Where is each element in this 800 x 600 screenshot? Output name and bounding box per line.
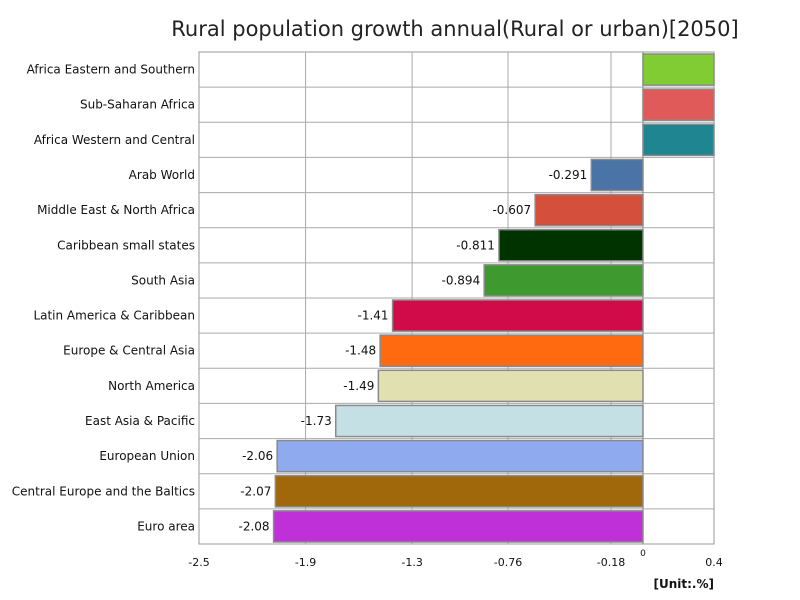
data-label: -1.73 <box>301 414 332 428</box>
x-tick-label: -0.18 <box>597 556 625 569</box>
bar <box>642 88 715 122</box>
data-label: -1.48 <box>345 344 376 358</box>
bar <box>483 264 644 297</box>
data-label: -0.894 <box>442 273 481 287</box>
data-label: -0.607 <box>492 203 531 217</box>
bar <box>276 439 644 473</box>
bar <box>590 158 644 192</box>
x-axis-ticks: -2.5 -1.9 -1.3 -0.76 -0.18 0.4 0 <box>188 549 722 569</box>
bar <box>377 369 644 403</box>
data-label: -2.06 <box>242 449 273 463</box>
bar <box>498 228 644 262</box>
category-label: Latin America & Caribbean <box>33 309 195 323</box>
category-label: Africa Eastern and Southern <box>27 63 195 77</box>
x-tick-label: -0.76 <box>494 556 522 569</box>
x-tick-label: -1.9 <box>295 556 316 569</box>
category-label: Arab World <box>129 168 195 182</box>
bar <box>642 53 715 86</box>
category-label: Middle East & North Africa <box>37 203 195 217</box>
x-tick-label: -2.5 <box>188 556 209 569</box>
category-label: East Asia & Pacific <box>85 414 195 428</box>
data-label: -2.08 <box>239 519 270 533</box>
category-label: Europe & Central Asia <box>63 344 195 358</box>
bar <box>391 299 644 332</box>
data-labels: -0.291 -0.607 -0.811 -0.894 -1.41 -1.48 -1.49 -… <box>239 168 588 533</box>
category-labels: Africa Eastern and Southern Sub-Saharan A… <box>12 63 195 534</box>
x-tick-label: 0.4 <box>705 556 723 569</box>
data-label: -0.291 <box>549 168 588 182</box>
category-label: Sub-Saharan Africa <box>80 98 195 112</box>
data-label: -1.49 <box>343 379 374 393</box>
chart-title: Rural population growth annual(Rural or … <box>171 17 738 41</box>
category-label: Euro area <box>137 519 195 533</box>
bar <box>642 123 715 157</box>
bar <box>379 334 644 368</box>
category-label: Africa Western and Central <box>34 133 195 147</box>
unit-label: [Unit:.%] <box>654 577 715 591</box>
bar <box>334 404 644 438</box>
x-tick-label: -1.3 <box>401 556 422 569</box>
category-label: South Asia <box>131 273 195 287</box>
category-label: Central Europe and the Baltics <box>12 484 195 498</box>
bar <box>274 474 644 508</box>
bar <box>534 193 644 227</box>
data-label: -0.811 <box>456 238 495 252</box>
data-label: -1.41 <box>358 309 389 323</box>
category-label: European Union <box>99 449 195 463</box>
data-label: -2.07 <box>240 484 271 498</box>
zero-tick-label: 0 <box>640 549 646 559</box>
bar <box>272 510 644 543</box>
bars <box>272 53 715 543</box>
category-label: North America <box>108 379 195 393</box>
category-label: Caribbean small states <box>57 238 195 252</box>
